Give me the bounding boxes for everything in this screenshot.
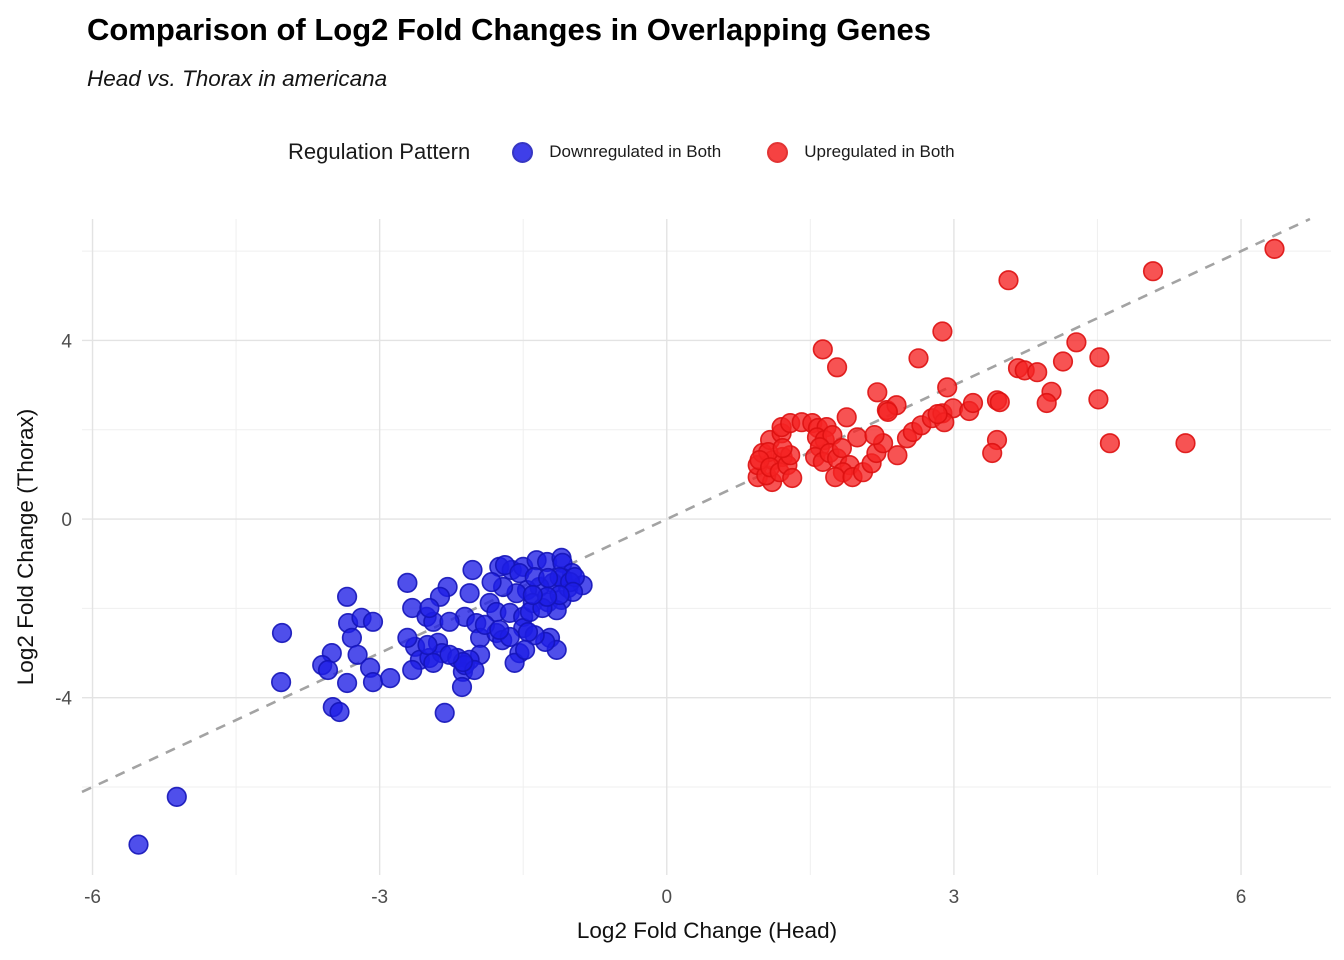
y-tick-label: 0	[61, 510, 72, 531]
data-point	[1036, 392, 1057, 414]
data-point	[347, 644, 368, 665]
data-point	[1027, 362, 1048, 383]
data-point	[423, 652, 444, 674]
upregulated-dot-icon	[767, 141, 789, 163]
y-axis-title: Log2 Fold Change (Thorax)	[13, 409, 38, 685]
data-point	[887, 445, 908, 466]
data-point	[989, 392, 1010, 413]
data-point	[128, 834, 149, 855]
data-point	[504, 652, 525, 674]
data-point	[864, 425, 885, 446]
x-axis-title: Log2 Fold Change (Head)	[577, 918, 837, 943]
data-point	[362, 671, 384, 693]
points-upregulated	[747, 238, 1285, 493]
y-tick-label: -4	[55, 689, 72, 710]
data-point	[317, 659, 339, 681]
data-point	[362, 611, 384, 632]
data-point	[836, 407, 857, 428]
data-point	[341, 627, 363, 649]
x-tick-label: -6	[84, 887, 101, 908]
data-point	[517, 621, 539, 643]
chart-title: Comparison of Log2 Fold Changes in Overl…	[87, 12, 931, 47]
data-point	[489, 619, 510, 640]
data-point	[439, 611, 460, 632]
data-point	[1175, 433, 1196, 454]
data-point	[439, 644, 460, 665]
data-point	[932, 321, 953, 342]
data-point	[462, 559, 483, 581]
data-point	[271, 671, 292, 693]
data-point	[514, 639, 536, 661]
points-downregulated	[128, 547, 593, 855]
data-point	[380, 667, 401, 689]
data-point	[825, 467, 846, 488]
data-point	[337, 672, 358, 694]
data-point	[1264, 238, 1285, 259]
x-tick-label: 3	[949, 887, 960, 908]
identity-reference-line	[81, 217, 1311, 794]
data-point	[877, 401, 899, 423]
data-point	[867, 382, 888, 403]
data-point	[419, 597, 440, 619]
x-tick-label: 6	[1236, 887, 1247, 908]
legend-item-upregulated: Upregulated in Both	[767, 141, 955, 163]
data-point	[847, 427, 868, 448]
legend: Regulation Pattern Downregulated in Both…	[288, 131, 1001, 173]
data-point	[417, 634, 438, 656]
x-tick-label: -3	[371, 887, 388, 908]
minor-gridlines	[82, 219, 1331, 875]
legend-title: Regulation Pattern	[288, 139, 471, 164]
data-point	[908, 348, 929, 369]
data-point	[831, 438, 853, 459]
dashed-identity-line	[81, 217, 1311, 794]
data-point	[962, 392, 984, 414]
legend-label-downregulated: Downregulated in Both	[549, 142, 722, 161]
data-point	[1052, 351, 1074, 372]
data-point	[397, 627, 418, 649]
y-axis-tick-labels: -4 0 4	[55, 331, 72, 709]
data-point	[937, 377, 958, 398]
chart-subtitle: Head vs. Thorax in americana	[87, 66, 388, 91]
data-point	[537, 567, 559, 589]
data-point	[998, 270, 1019, 291]
data-point	[402, 659, 423, 681]
data-point	[772, 438, 793, 459]
data-point	[982, 442, 1003, 464]
data-point	[1088, 389, 1109, 410]
downregulated-dot-icon	[512, 141, 534, 163]
data-point	[434, 702, 455, 724]
data-point	[826, 357, 848, 378]
data-point	[451, 676, 473, 698]
data-point	[1089, 347, 1110, 368]
x-tick-label: 0	[661, 887, 672, 908]
data-point	[1142, 261, 1164, 282]
data-point	[812, 339, 833, 360]
data-point	[271, 622, 293, 644]
data-point	[397, 572, 418, 594]
data-point	[166, 786, 187, 808]
x-axis-tick-labels: -6 -3 0 3 6	[84, 887, 1246, 908]
data-point	[782, 467, 803, 489]
y-tick-label: 4	[61, 331, 72, 352]
data-point	[337, 586, 358, 607]
data-point	[481, 571, 502, 593]
data-point	[927, 404, 948, 425]
data-point	[329, 701, 350, 723]
legend-item-downregulated: Downregulated in Both	[512, 141, 722, 163]
data-point	[1066, 332, 1087, 353]
data-point	[1099, 433, 1120, 454]
data-point	[459, 583, 480, 604]
major-gridlines	[82, 219, 1331, 875]
data-point	[522, 584, 543, 606]
legend-label-upregulated: Upregulated in Both	[804, 142, 955, 161]
